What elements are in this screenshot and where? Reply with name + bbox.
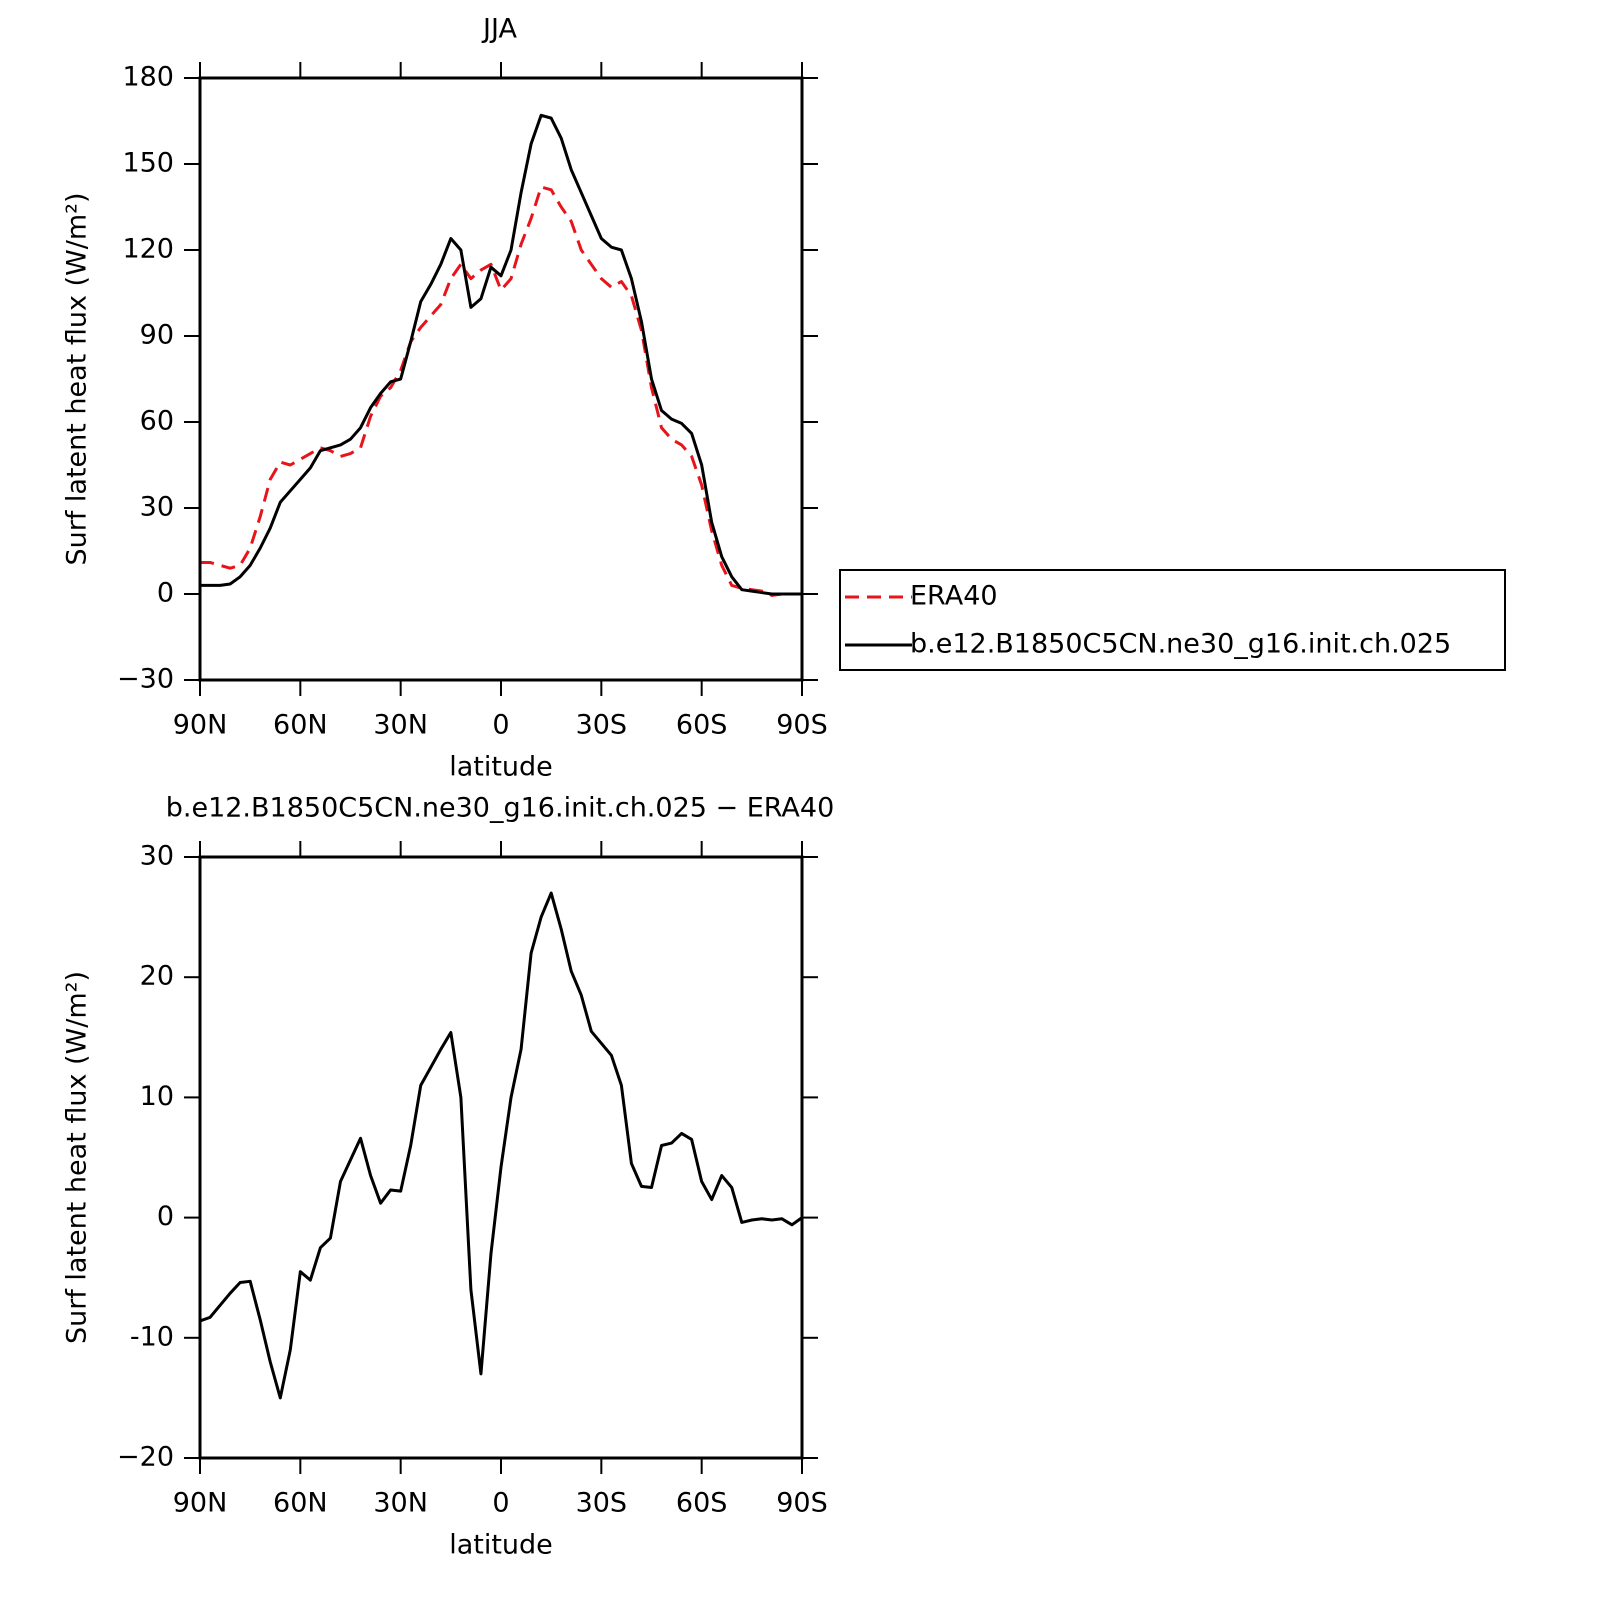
y-tick-label: -10 <box>130 1321 174 1352</box>
legend-label: b.e12.B1850C5CN.ne30_g16.init.ch.025 <box>910 629 1451 660</box>
chart-title: b.e12.B1850C5CN.ne30_g16.init.ch.025 − E… <box>166 793 835 824</box>
x-axis-label: latitude <box>449 1530 553 1561</box>
y-tick-label: 180 <box>122 62 174 93</box>
x-tick-label: 0 <box>492 710 509 741</box>
y-tick-label: 0 <box>157 578 174 609</box>
x-tick-label: 90S <box>776 1488 828 1519</box>
y-tick-label: 20 <box>140 961 174 992</box>
y-tick-label: 90 <box>140 320 174 351</box>
x-axis-label: latitude <box>449 752 553 783</box>
x-tick-label: 90S <box>776 710 828 741</box>
x-tick-label: 60N <box>273 710 328 741</box>
y-tick-label: 30 <box>140 841 174 872</box>
y-tick-label: 60 <box>140 406 174 437</box>
x-tick-label: 60N <box>273 1488 328 1519</box>
y-tick-label: 150 <box>122 148 174 179</box>
y-axis-label: Surf latent heat flux (W/m²) <box>62 192 93 565</box>
x-tick-label: 0 <box>492 1488 509 1519</box>
y-tick-label: 0 <box>157 1201 174 1232</box>
legend-label: ERA40 <box>910 581 998 612</box>
data-line <box>199 891 803 1400</box>
x-tick-label: 30S <box>576 710 628 741</box>
y-tick-label: 120 <box>122 234 174 265</box>
y-tick-label: −20 <box>117 1442 174 1473</box>
y-axis-label: Surf latent heat flux (W/m²) <box>62 971 93 1344</box>
legend-box <box>839 569 1506 671</box>
y-tick-label: −30 <box>117 664 174 695</box>
data-line <box>200 113 802 596</box>
x-tick-label: 30N <box>373 1488 428 1519</box>
y-tick-label: 30 <box>140 492 174 523</box>
x-tick-label: 90N <box>173 710 228 741</box>
data-line <box>200 185 802 597</box>
x-tick-label: 60S <box>676 710 728 741</box>
chart-title: JJA <box>481 14 517 45</box>
plot-frame <box>198 855 804 1460</box>
x-tick-label: 90N <box>173 1488 228 1519</box>
x-tick-label: 30N <box>373 710 428 741</box>
y-tick-label: 10 <box>140 1081 174 1112</box>
x-tick-label: 30S <box>576 1488 628 1519</box>
plot-frame <box>198 76 804 682</box>
x-tick-label: 60S <box>676 1488 728 1519</box>
